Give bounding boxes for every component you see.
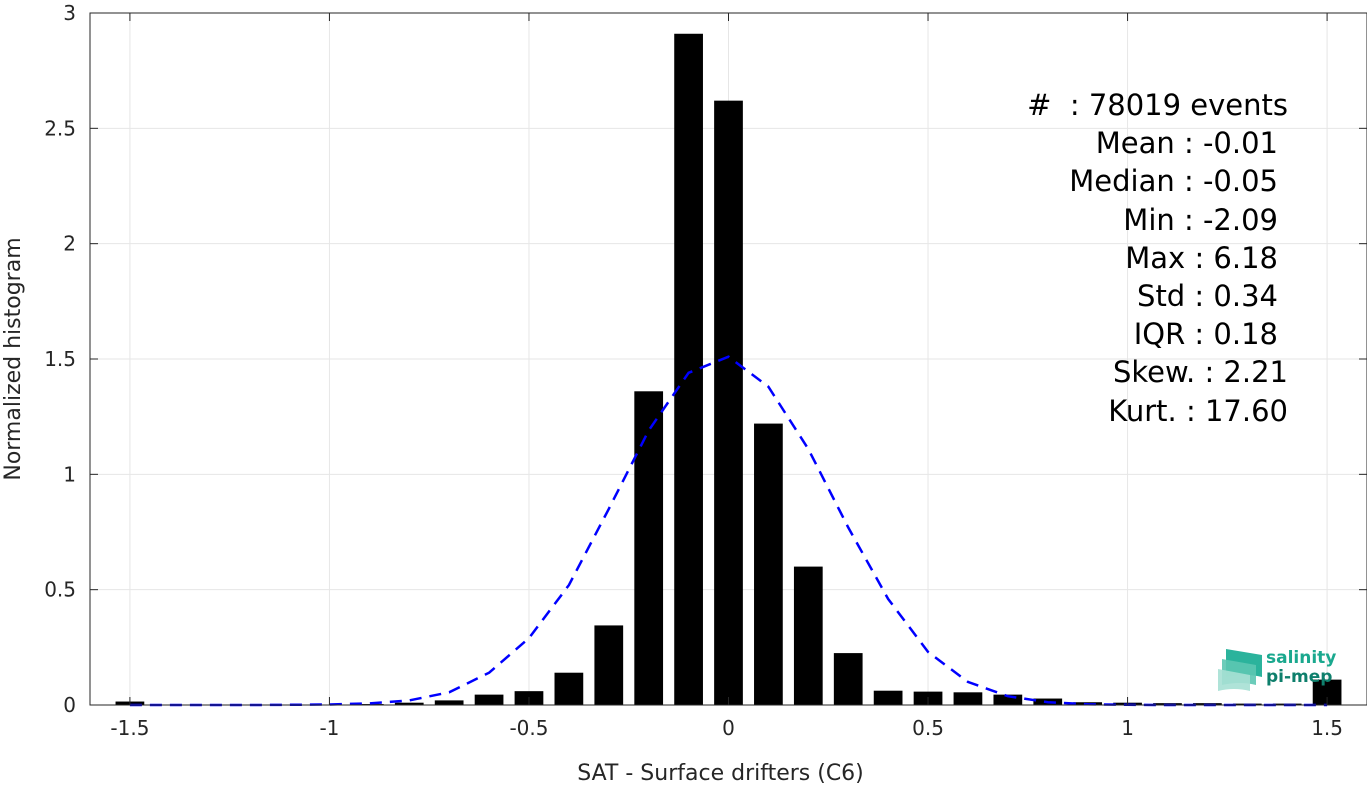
x-axis-label: SAT - Surface drifters (C6) [577,761,864,785]
x-tick-label: -1.5 [110,716,149,740]
histogram-bar [474,694,504,705]
stat-median: Median : -0.05 [1069,164,1278,199]
stat-events: # : 78019 events [1027,88,1288,122]
histogram-bar [833,653,863,705]
x-tick-label: -1 [319,716,339,740]
histogram-bar [634,391,664,705]
y-tick-label: 2 [63,232,76,256]
x-tick-label: 0 [722,716,735,740]
y-tick-label: 2.5 [44,116,76,140]
histogram-bar [714,100,743,706]
y-tick-label: 1.5 [44,347,76,371]
logo-line-1: salinity [1266,648,1337,668]
histogram-bar [434,700,464,705]
y-axis-label: Normalized histogram [1,237,26,480]
y-tick-label: 0.5 [44,578,76,602]
stat-min: Min : -2.09 [1123,202,1278,237]
statistics-box: # : 78019 events Mean : -0.01 Median : -… [1027,86,1288,430]
waves-logo-icon [1218,649,1262,691]
histogram-bar [594,625,624,705]
x-tick-label: 1.5 [1311,716,1343,740]
stat-max: Max : 6.18 [1125,240,1278,275]
y-tick-label: 3 [63,1,76,25]
y-tick-label: 0 [63,693,76,717]
x-tick-label: 0.5 [912,716,944,740]
salinity-pi-mep-logo: salinity pi-mep [1216,647,1346,693]
histogram-bar [873,690,903,705]
histogram-bar [793,566,823,705]
histogram-bar [953,692,983,705]
histogram-bar [754,423,783,705]
histogram-bar [674,33,703,705]
histogram-bar [993,694,1023,705]
histogram-bar [394,702,424,705]
stat-iqr: IQR : 0.18 [1133,317,1278,352]
bars-layer [115,33,1342,706]
stat-skew: Skew. : 2.21 [1112,355,1288,390]
histogram-bar [554,672,584,705]
stat-kurt: Kurt. : 17.60 [1108,393,1288,428]
ticks-layer: -1.5 -1 -0.5 0 0.5 1 1.5 0 0.5 1 1.5 2 2.5 3 [44,1,1367,740]
y-tick-label: 1 [63,462,76,486]
stat-std: Std : 0.34 [1137,279,1278,314]
stat-mean: Mean : -0.01 [1095,126,1278,161]
logo-line-2: pi-mep [1266,667,1333,687]
x-tick-label: -0.5 [509,716,548,740]
x-tick-label: 1 [1121,716,1134,740]
